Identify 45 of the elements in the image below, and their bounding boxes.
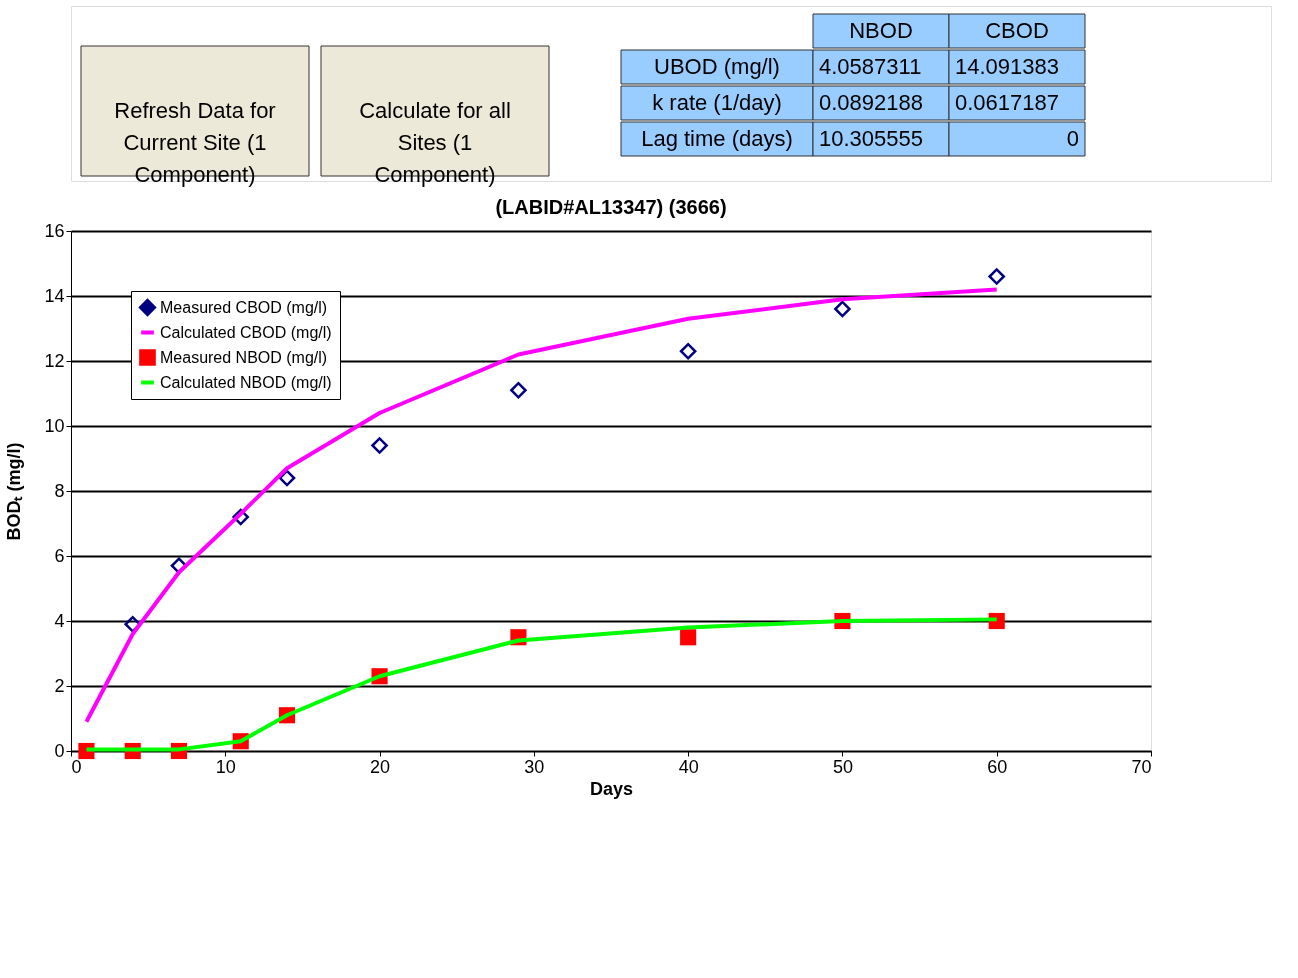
line-series [84,287,999,724]
text: 0.0892188 [819,90,923,115]
x-tick-label: 60 [987,756,1008,777]
x-tick-label: 20 [370,756,391,777]
legend-label: Calculated CBOD (mg/l) [160,323,332,341]
text: 14.091383 [955,54,1059,79]
chart-title: (LABID#AL13347) (3666) [495,196,727,218]
point [680,629,697,646]
y-tick-label: 2 [54,675,65,696]
y-tick-label: 12 [44,350,65,371]
text: 10.305555 [819,126,923,151]
text: Lag time (days) [641,126,793,151]
x-tick-label: 40 [678,756,699,777]
x-tick-label: 70 [1131,756,1152,777]
y-tick-label: 16 [44,220,65,241]
legend-label: Measured NBOD (mg/l) [160,348,328,366]
point [278,469,296,487]
text: k rate (1/day) [652,90,782,115]
text: 4.0587311 [819,54,922,79]
y-tick-label: 6 [54,545,65,566]
x-axis-title: Days [589,778,634,799]
point [988,268,1006,285]
point [371,437,388,454]
text: Refresh Data for Current Site (1 Component) [114,98,276,187]
legend-label: Calculated NBOD (mg/l) [160,373,332,391]
y-tick-label: 8 [54,480,65,501]
y-tick-label: 4 [54,610,65,631]
y-tick-label: 0 [54,740,65,761]
legend-label: Measured CBOD (mg/l) [160,298,328,316]
text: NBOD [849,18,913,43]
y-axis-title: BODₜ (mg/l) [4,442,25,541]
text: 0.0617187 [955,90,1059,115]
y-tick-label: 10 [44,415,65,436]
point [510,381,527,399]
x-tick-label: 10 [215,756,236,777]
text: CBOD [985,18,1049,43]
x-tick-label: 30 [524,756,545,777]
text: UBOD (mg/l) [654,54,780,79]
x-tick-label: 50 [832,756,853,777]
text: Calculate for all Sites (1 Component) [359,98,511,187]
x-tick-label: 0 [71,756,82,777]
point [679,342,697,360]
y-tick-label: 14 [44,285,65,306]
text: 0 [1066,126,1079,151]
point [834,300,851,318]
